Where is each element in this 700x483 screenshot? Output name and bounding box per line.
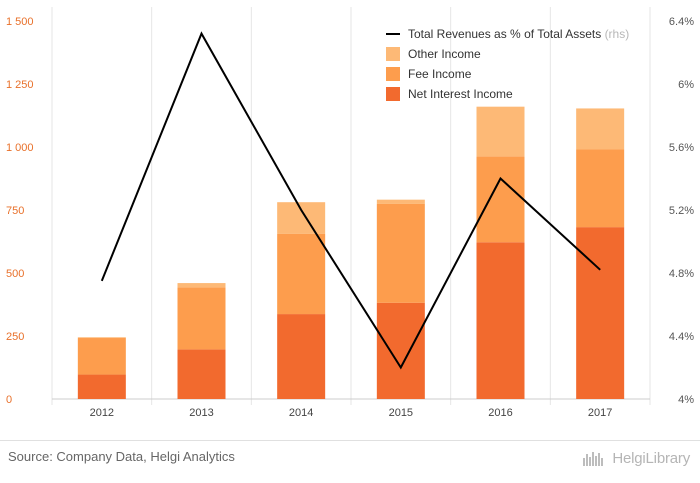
bar-fee-income — [576, 149, 625, 228]
bar-series — [77, 106, 625, 399]
y-right-tick-label: 4.8% — [669, 268, 694, 280]
line-total-revenues-pct-assets — [100, 31, 601, 370]
bar-other-income — [77, 337, 126, 339]
x-tick-label: 2016 — [488, 407, 512, 419]
x-tick-label: 2013 — [189, 407, 213, 419]
legend-rhs-note: (rhs) — [605, 27, 630, 41]
bar-fee-income — [277, 233, 326, 315]
bar-fee-income — [77, 338, 126, 375]
bar-net-interest-income — [476, 242, 525, 399]
source-note: Source: Company Data, Helgi Analytics — [8, 449, 235, 464]
y-right-tick-label: 6% — [678, 79, 694, 91]
bar-net-interest-income — [376, 302, 425, 399]
legend-swatch — [386, 87, 400, 101]
y-left-tick-label: 0 — [6, 394, 12, 406]
y-right-tick-label: 4% — [678, 394, 694, 406]
axis-ticks: 0 250 500 750 1 000 1 250 1 500 4% 4.4% 4.8% 5.2% 5… — [6, 16, 694, 419]
y-right-tick-label: 5.6% — [669, 142, 694, 154]
x-tick-label: 2017 — [588, 407, 612, 419]
bar-other-income — [277, 202, 326, 234]
bar-other-income — [177, 283, 226, 288]
brand-logo: HelgiLibrary — [582, 447, 690, 469]
x-tick-label: 2012 — [90, 407, 114, 419]
bar-net-interest-income — [177, 349, 226, 399]
bar-net-interest-income — [576, 227, 625, 399]
bar-net-interest-income — [77, 374, 126, 399]
chart: 0 250 500 750 1 000 1 250 1 500 4% 4.4% 4.8% 5.2% 5… — [6, 7, 694, 419]
legend-label: Total Revenues as % of Total Assets (rhs… — [408, 27, 629, 41]
x-tick-label: 2015 — [389, 407, 413, 419]
y-left-tick-label: 1 500 — [6, 16, 34, 28]
line-series — [100, 31, 601, 370]
bar-other-income — [376, 199, 425, 204]
legend: Total Revenues as % of Total Assets (rhs… — [386, 27, 629, 101]
y-left-tick-label: 250 — [6, 331, 24, 343]
bar-fee-income — [177, 287, 226, 350]
legend-label: Net Interest Income — [408, 87, 513, 101]
bar-other-income — [576, 108, 625, 150]
y-left-tick-label: 750 — [6, 205, 24, 217]
y-right-tick-label: 5.2% — [669, 205, 694, 217]
grid-lines — [51, 7, 651, 405]
legend-label: Other Income — [408, 47, 481, 61]
y-right-tick-label: 4.4% — [669, 331, 694, 343]
legend-label: Fee Income — [408, 67, 472, 81]
y-right-tick-label: 6.4% — [669, 16, 694, 28]
y-left-tick-label: 1 000 — [6, 142, 34, 154]
y-left-tick-label: 1 250 — [6, 79, 34, 91]
footer-divider — [0, 440, 700, 441]
brand-name: HelgiLibrary — [612, 449, 690, 467]
bar-other-income — [476, 106, 525, 157]
library-icon — [583, 452, 604, 466]
bar-fee-income — [376, 203, 425, 303]
bar-net-interest-income — [277, 314, 326, 399]
legend-swatch — [386, 67, 400, 81]
legend-swatch — [386, 47, 400, 61]
x-tick-label: 2014 — [289, 407, 313, 419]
bar-fee-income — [476, 156, 525, 243]
y-left-tick-label: 500 — [6, 268, 24, 280]
